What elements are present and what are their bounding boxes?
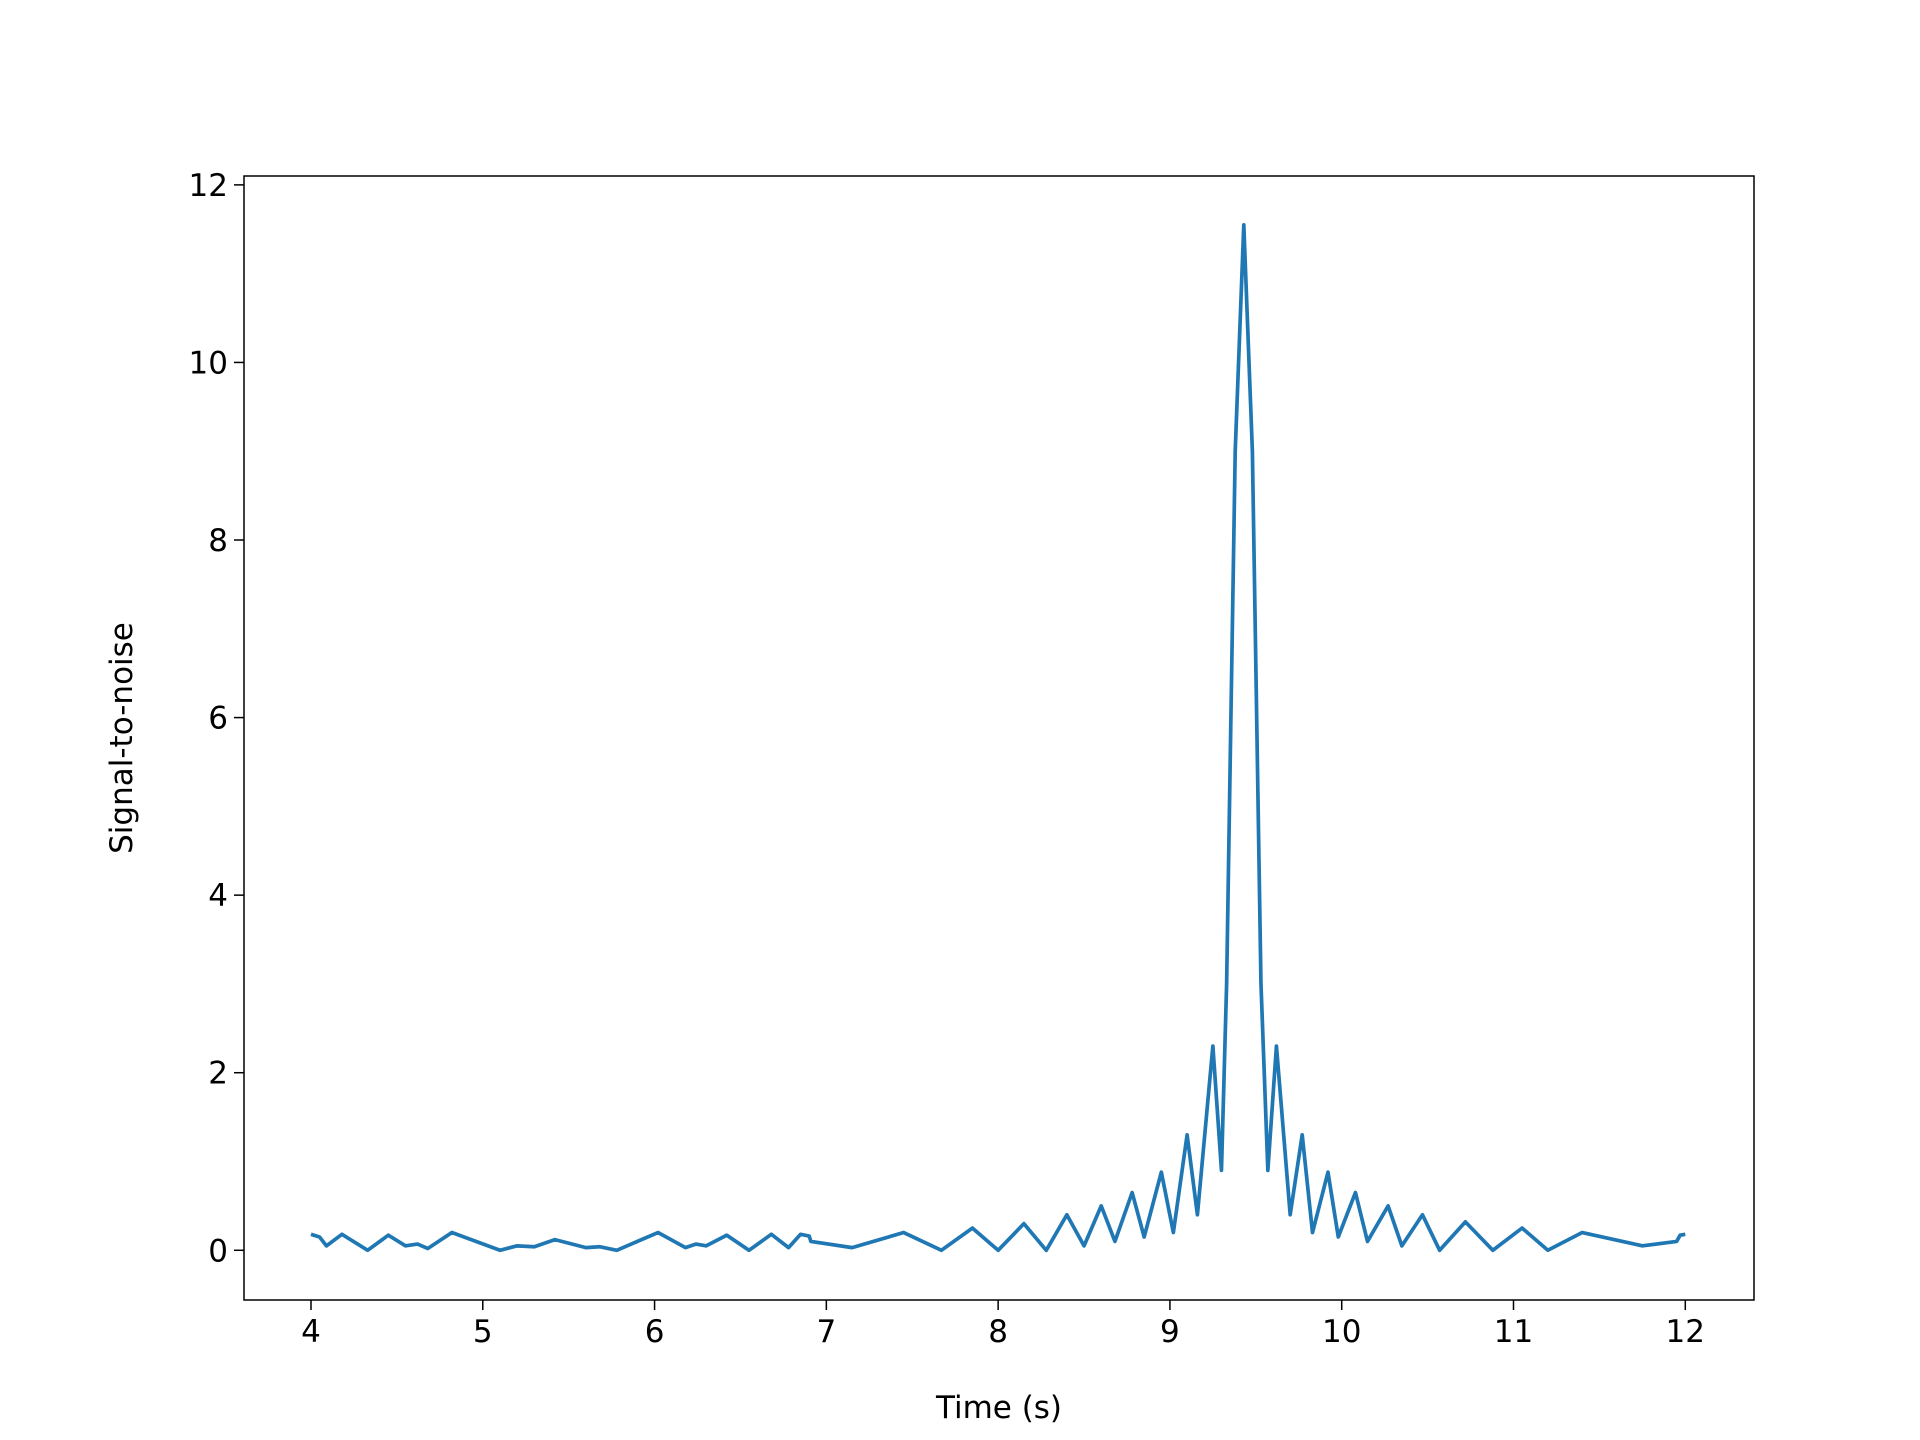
y-tick-label: 4 — [208, 878, 228, 914]
y-tick-label: 0 — [208, 1233, 228, 1269]
x-tick-label: 12 — [1666, 1314, 1705, 1350]
x-tick-label: 4 — [301, 1314, 321, 1350]
y-axis-label: Signal-to-noise — [104, 622, 140, 854]
x-tick-label: 11 — [1494, 1314, 1533, 1350]
y-tick-label: 10 — [189, 345, 228, 381]
data-line — [310, 222, 1686, 1253]
y-tick-label: 12 — [189, 168, 228, 204]
x-tick-label: 9 — [1160, 1314, 1180, 1350]
x-tick-label: 7 — [816, 1314, 836, 1350]
x-tick-label: 8 — [988, 1314, 1008, 1350]
y-tick-label: 6 — [208, 701, 228, 737]
plot-frame — [243, 175, 1755, 1301]
y-tick-label: 8 — [208, 523, 228, 559]
x-tick-label: 6 — [645, 1314, 665, 1350]
x-axis-label: Time (s) — [935, 1390, 1062, 1426]
x-tick-label: 5 — [473, 1314, 493, 1350]
y-tick-label: 2 — [208, 1056, 228, 1092]
x-tick-label: 10 — [1322, 1314, 1361, 1350]
